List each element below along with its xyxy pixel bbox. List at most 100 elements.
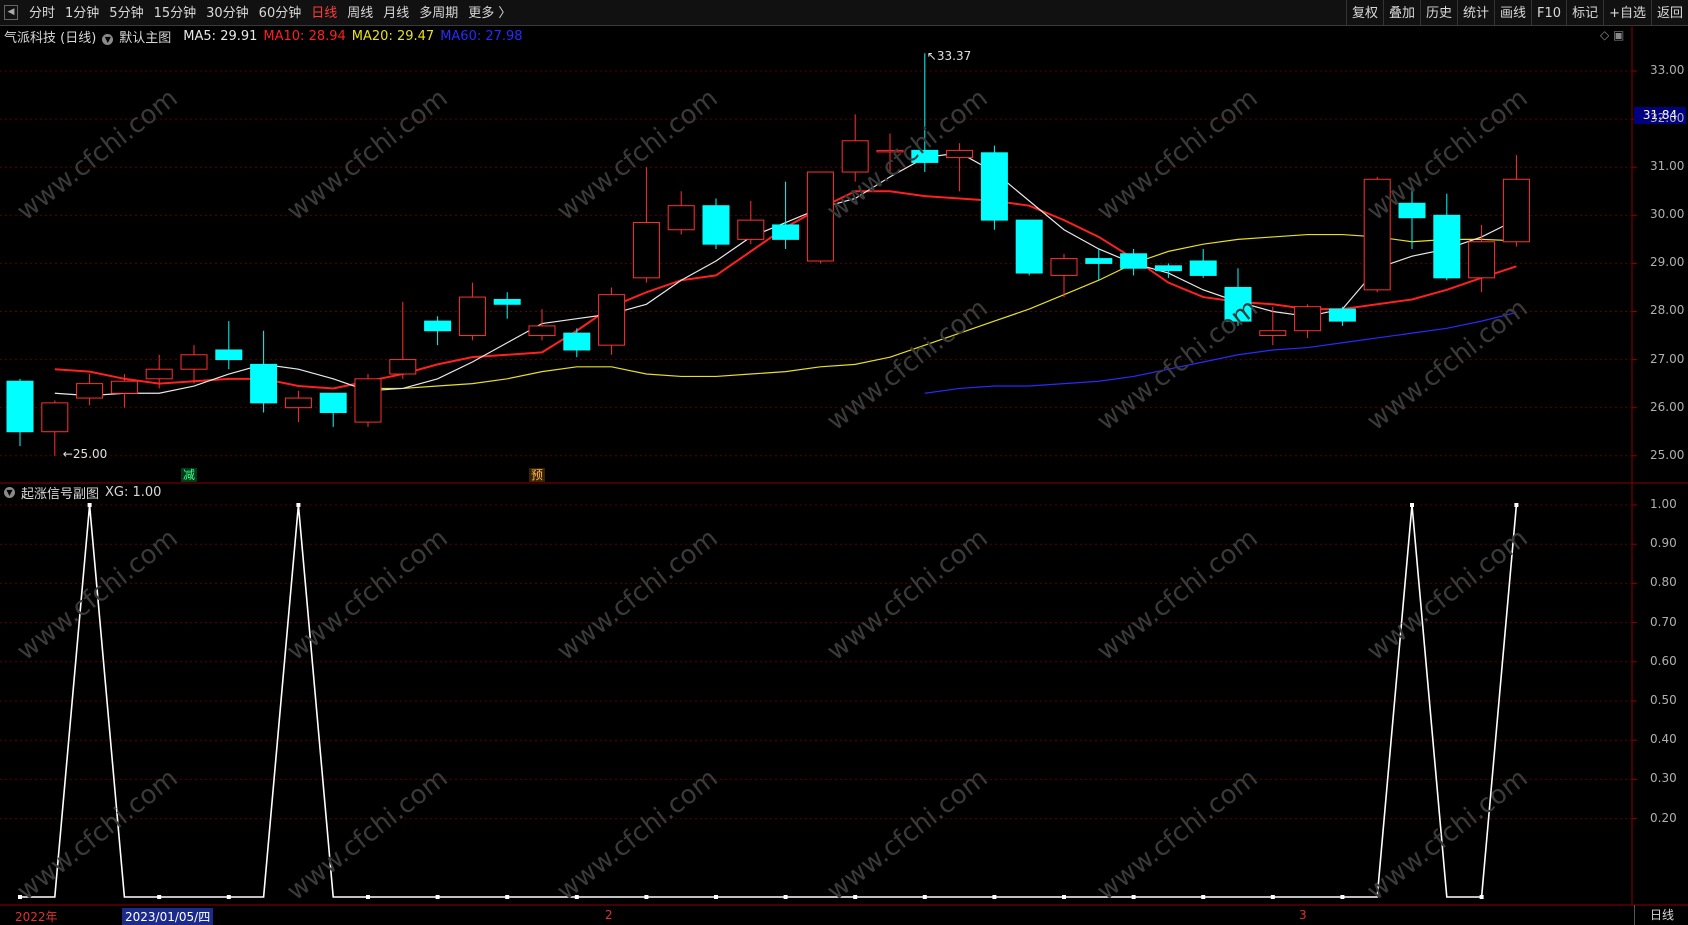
- status-period-tab[interactable]: 日线: [1634, 905, 1688, 925]
- candle-body: [980, 152, 1008, 221]
- candle-body: [41, 402, 69, 433]
- xg-point: [1479, 895, 1484, 899]
- candle-body: [806, 171, 834, 262]
- xg-point: [1270, 895, 1275, 899]
- tab-more[interactable]: 更多 〉: [468, 6, 512, 21]
- adjust-rights-button[interactable]: 复权: [1345, 0, 1383, 25]
- price-tick-label: 32.00: [1650, 111, 1685, 126]
- low-price-annotation: ←25.00: [62, 446, 108, 461]
- xg-point: [226, 895, 231, 899]
- current-price-tag: 31.84: [1634, 107, 1686, 124]
- indicator-tick-label: 0.20: [1650, 810, 1677, 825]
- candle-body: [284, 397, 312, 409]
- tool-buttons: 复权 叠加 历史 统计 画线 F10 标记 +自选 返回: [1345, 0, 1688, 25]
- indicator-name[interactable]: 起涨信号副图: [21, 486, 100, 502]
- mark-button[interactable]: 标记: [1566, 0, 1603, 25]
- xg-point: [574, 895, 579, 899]
- indicator-tick-label: 0.80: [1650, 575, 1677, 590]
- indicator-value: XG: 1.00: [105, 484, 162, 500]
- tab-multi-period[interactable]: 多周期: [419, 6, 459, 21]
- candle-body: [1328, 308, 1356, 322]
- candle-body: [1085, 258, 1113, 264]
- price-tick-label: 26.00: [1650, 399, 1685, 414]
- candle-body: [1050, 258, 1078, 276]
- overlay-button[interactable]: 叠加: [1382, 0, 1420, 25]
- ma60-line: [924, 311, 1517, 394]
- candle-body: [389, 359, 417, 375]
- candle-body: [1224, 286, 1252, 322]
- tab-1min[interactable]: 1分钟: [65, 6, 100, 21]
- xg-point: [1201, 895, 1206, 899]
- date-axis-month-3: 3: [1299, 908, 1307, 922]
- history-button[interactable]: 历史: [1419, 0, 1457, 25]
- f10-button[interactable]: F10: [1531, 0, 1566, 25]
- price-tick-label: 25.00: [1650, 447, 1685, 462]
- high-price-text: 33.37: [936, 49, 972, 64]
- period-tabs: 分时 1分钟 5分钟 15分钟 30分钟 60分钟 日线 周线 月线 多周期 更…: [24, 0, 516, 25]
- candle-body: [876, 149, 904, 153]
- ma60-label: MA60: 27.98: [440, 28, 523, 44]
- tab-5min[interactable]: 5分钟: [109, 6, 144, 21]
- candle-body: [528, 325, 556, 337]
- xg-point: [992, 895, 997, 899]
- candle-body: [319, 392, 347, 413]
- add-watchlist-button[interactable]: +自选: [1603, 0, 1651, 25]
- candle-body: [1189, 260, 1217, 276]
- tab-15min[interactable]: 15分钟: [153, 6, 197, 21]
- candle-body: [1433, 214, 1461, 279]
- indicator-tick-label: 0.90: [1650, 536, 1677, 551]
- price-tick-label: 28.00: [1650, 303, 1685, 318]
- candle-body: [737, 219, 765, 240]
- chevron-down-icon: ▼: [102, 33, 114, 45]
- tab-30min[interactable]: 30分钟: [206, 6, 249, 21]
- date-axis-year: 2022年: [15, 910, 58, 924]
- stock-title: 气派科技 (日线): [4, 30, 97, 46]
- tab-60min[interactable]: 60分钟: [258, 6, 302, 21]
- candle-body: [215, 349, 243, 361]
- candle-body: [1502, 178, 1530, 243]
- tab-monthly[interactable]: 月线: [383, 6, 410, 21]
- candle-body: [110, 380, 138, 394]
- tab-intraday[interactable]: 分时: [29, 6, 56, 21]
- candle-body: [354, 378, 382, 423]
- candle-body: [1363, 178, 1391, 291]
- candle-body: [458, 296, 486, 337]
- back-button[interactable]: 返回: [1650, 0, 1688, 25]
- candle-body: [76, 383, 104, 399]
- candle-body: [1468, 241, 1496, 279]
- tab-weekly[interactable]: 周线: [347, 6, 374, 21]
- draw-line-button[interactable]: 画线: [1494, 0, 1531, 25]
- tab-daily[interactable]: 日线: [311, 6, 338, 21]
- xg-point: [435, 895, 440, 899]
- price-tick-label: 33.00: [1650, 63, 1685, 78]
- template-selector[interactable]: ▼ 默认主图: [102, 27, 177, 46]
- ma5-label: MA5: 29.91: [183, 28, 258, 44]
- indicator-tick-label: 0.60: [1650, 653, 1677, 668]
- indicator-tick-label: 1.00: [1650, 497, 1677, 511]
- top-toolbar: ◀ 分时 1分钟 5分钟 15分钟 30分钟 60分钟 日线 周线 月线 多周期…: [0, 0, 1688, 26]
- xg-point: [1131, 895, 1136, 899]
- candle-body: [1120, 253, 1148, 269]
- statistics-button[interactable]: 统计: [1457, 0, 1494, 25]
- xg-point: [296, 503, 301, 507]
- xg-point: [18, 895, 22, 899]
- candle-body: [1294, 306, 1322, 332]
- xg-point: [922, 895, 927, 899]
- collapse-arrow-icon[interactable]: ◀: [4, 5, 18, 20]
- candle-body: [911, 149, 939, 163]
- candle-body: [702, 205, 730, 245]
- candle-body: [841, 140, 869, 173]
- ma20-label: MA20: 29.47: [351, 28, 435, 44]
- date-axis-month-2: 2: [605, 908, 613, 922]
- chevron-down-icon[interactable]: ▼: [4, 486, 15, 498]
- xg-point: [366, 895, 370, 899]
- xg-signal-line: [20, 504, 1518, 898]
- template-label: 默认主图: [119, 30, 172, 46]
- signal-marker-reduce[interactable]: 减: [181, 468, 198, 482]
- xg-point: [87, 503, 92, 507]
- panel-corner-icons[interactable]: ◇ ▣: [1600, 28, 1625, 42]
- xg-point: [644, 895, 649, 899]
- date-axis: 2022年 2023/01/05/四 2 3: [0, 905, 1630, 925]
- signal-marker-warn[interactable]: 预: [529, 468, 546, 482]
